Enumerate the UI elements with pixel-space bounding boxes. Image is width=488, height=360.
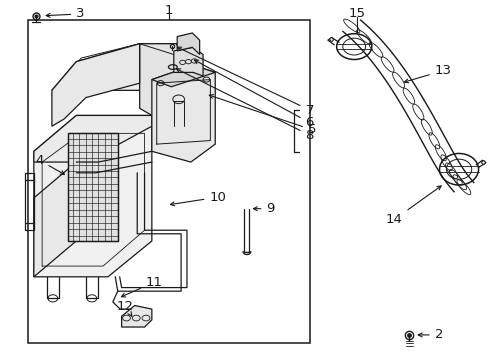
Polygon shape — [34, 162, 76, 277]
Text: 9: 9 — [253, 202, 274, 215]
Text: 5: 5 — [209, 95, 316, 136]
Text: 2: 2 — [417, 328, 442, 341]
Text: 4: 4 — [35, 154, 64, 175]
Polygon shape — [52, 44, 140, 126]
Polygon shape — [152, 65, 215, 87]
Bar — [27, 21, 310, 343]
Text: 7: 7 — [177, 47, 313, 117]
Polygon shape — [68, 134, 118, 241]
Text: 11: 11 — [121, 276, 163, 297]
Polygon shape — [140, 44, 193, 116]
Polygon shape — [34, 116, 152, 162]
Polygon shape — [177, 33, 199, 54]
Text: 8: 8 — [176, 69, 313, 142]
Text: 12: 12 — [117, 300, 134, 316]
Text: 1: 1 — [164, 4, 173, 17]
Text: 10: 10 — [170, 191, 226, 206]
Text: 13: 13 — [404, 64, 451, 83]
Polygon shape — [122, 306, 152, 327]
Text: 14: 14 — [385, 186, 440, 226]
Polygon shape — [173, 47, 203, 76]
Polygon shape — [152, 65, 215, 162]
Polygon shape — [52, 44, 193, 90]
Text: 15: 15 — [347, 8, 365, 21]
Text: 6: 6 — [194, 60, 313, 129]
Polygon shape — [34, 116, 152, 277]
Text: 3: 3 — [46, 8, 84, 21]
